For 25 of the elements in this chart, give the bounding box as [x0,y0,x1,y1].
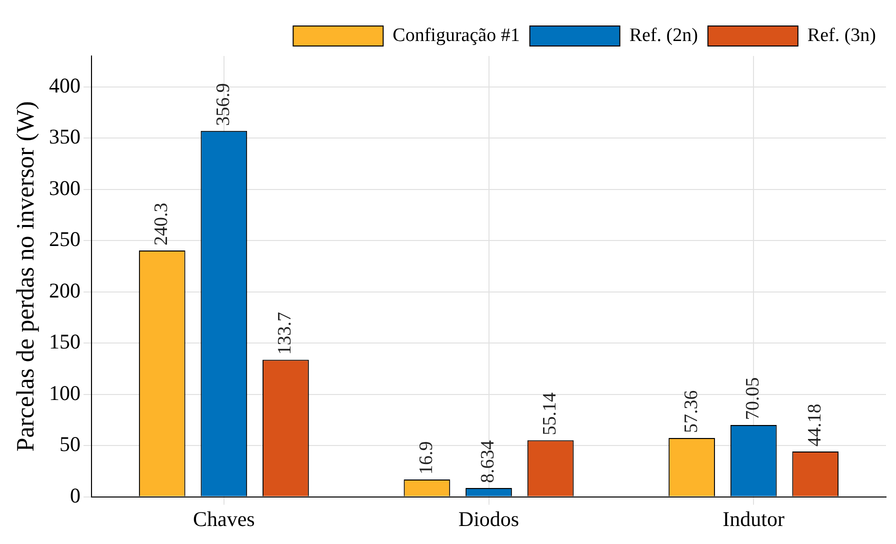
legend-label: Ref. (2n) [629,24,698,46]
y-tick-label: 200 [49,278,80,302]
data-label: 44.18 [804,404,826,447]
data-label: 16.9 [416,441,437,474]
data-label: 55.14 [540,392,561,436]
data-label: 57.36 [680,390,702,433]
y-tick-label: 250 [49,227,80,252]
legend-label: Ref. (3n) [807,24,876,46]
y-tick-label: 50 [60,432,80,456]
y-tick-label: 0 [70,483,80,508]
y-tick-label: 350 [49,124,80,149]
data-label: 70.05 [742,377,764,420]
y-tick-label: 300 [49,176,80,200]
data-label: 240.3 [151,202,172,246]
x-tick-label: Chaves [193,506,255,531]
data-label: 133.7 [274,312,296,355]
y-tick-label: 400 [49,73,80,98]
x-tick-label: Indutor [722,506,784,531]
y-tick-label: 100 [49,380,80,405]
legend-label: Configuração #1 [392,24,520,46]
y-tick-label: 150 [49,330,80,354]
x-tick-label: Diodos [458,506,520,531]
data-label: 356.9 [212,83,234,126]
y-axis-title: Parcelas de perdas no inversor (W) [12,101,40,452]
data-label: 8.634 [478,440,499,483]
